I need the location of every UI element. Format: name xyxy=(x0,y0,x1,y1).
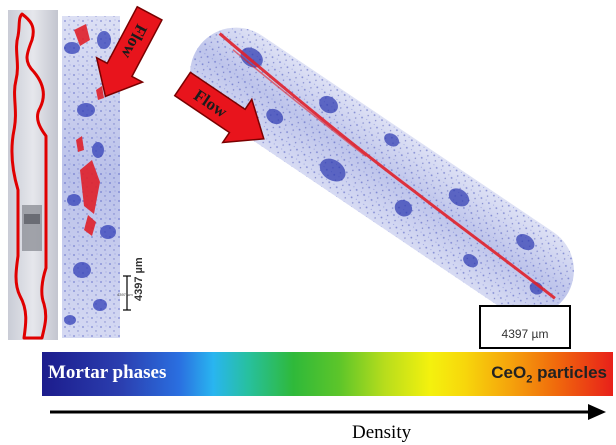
ceo2-particles-label: CeO2 particles xyxy=(491,363,607,385)
tiny-scale-label: 4397 µm xyxy=(117,292,133,297)
sample-outline xyxy=(10,12,48,340)
density-label: Density xyxy=(352,422,412,443)
ceo2-tail: particles xyxy=(532,363,607,382)
density-colorbar: Mortar phases CeO2 particles xyxy=(42,352,613,396)
scale-box-label: 4397 µm xyxy=(501,327,549,341)
sample-photo xyxy=(8,10,58,340)
vertical-scale-label: 4397 µm xyxy=(133,257,145,301)
vertical-scale-bar xyxy=(123,275,131,311)
scale-box: 4397 µm xyxy=(479,305,571,349)
density-arrow xyxy=(50,404,606,420)
diagonal-ct-scan xyxy=(190,27,574,317)
mortar-phases-label: Mortar phases xyxy=(48,362,167,383)
ceo2-subscript: 2 xyxy=(526,373,533,386)
ceo2-main: CeO xyxy=(491,363,527,382)
crack-red-streak xyxy=(218,32,556,300)
